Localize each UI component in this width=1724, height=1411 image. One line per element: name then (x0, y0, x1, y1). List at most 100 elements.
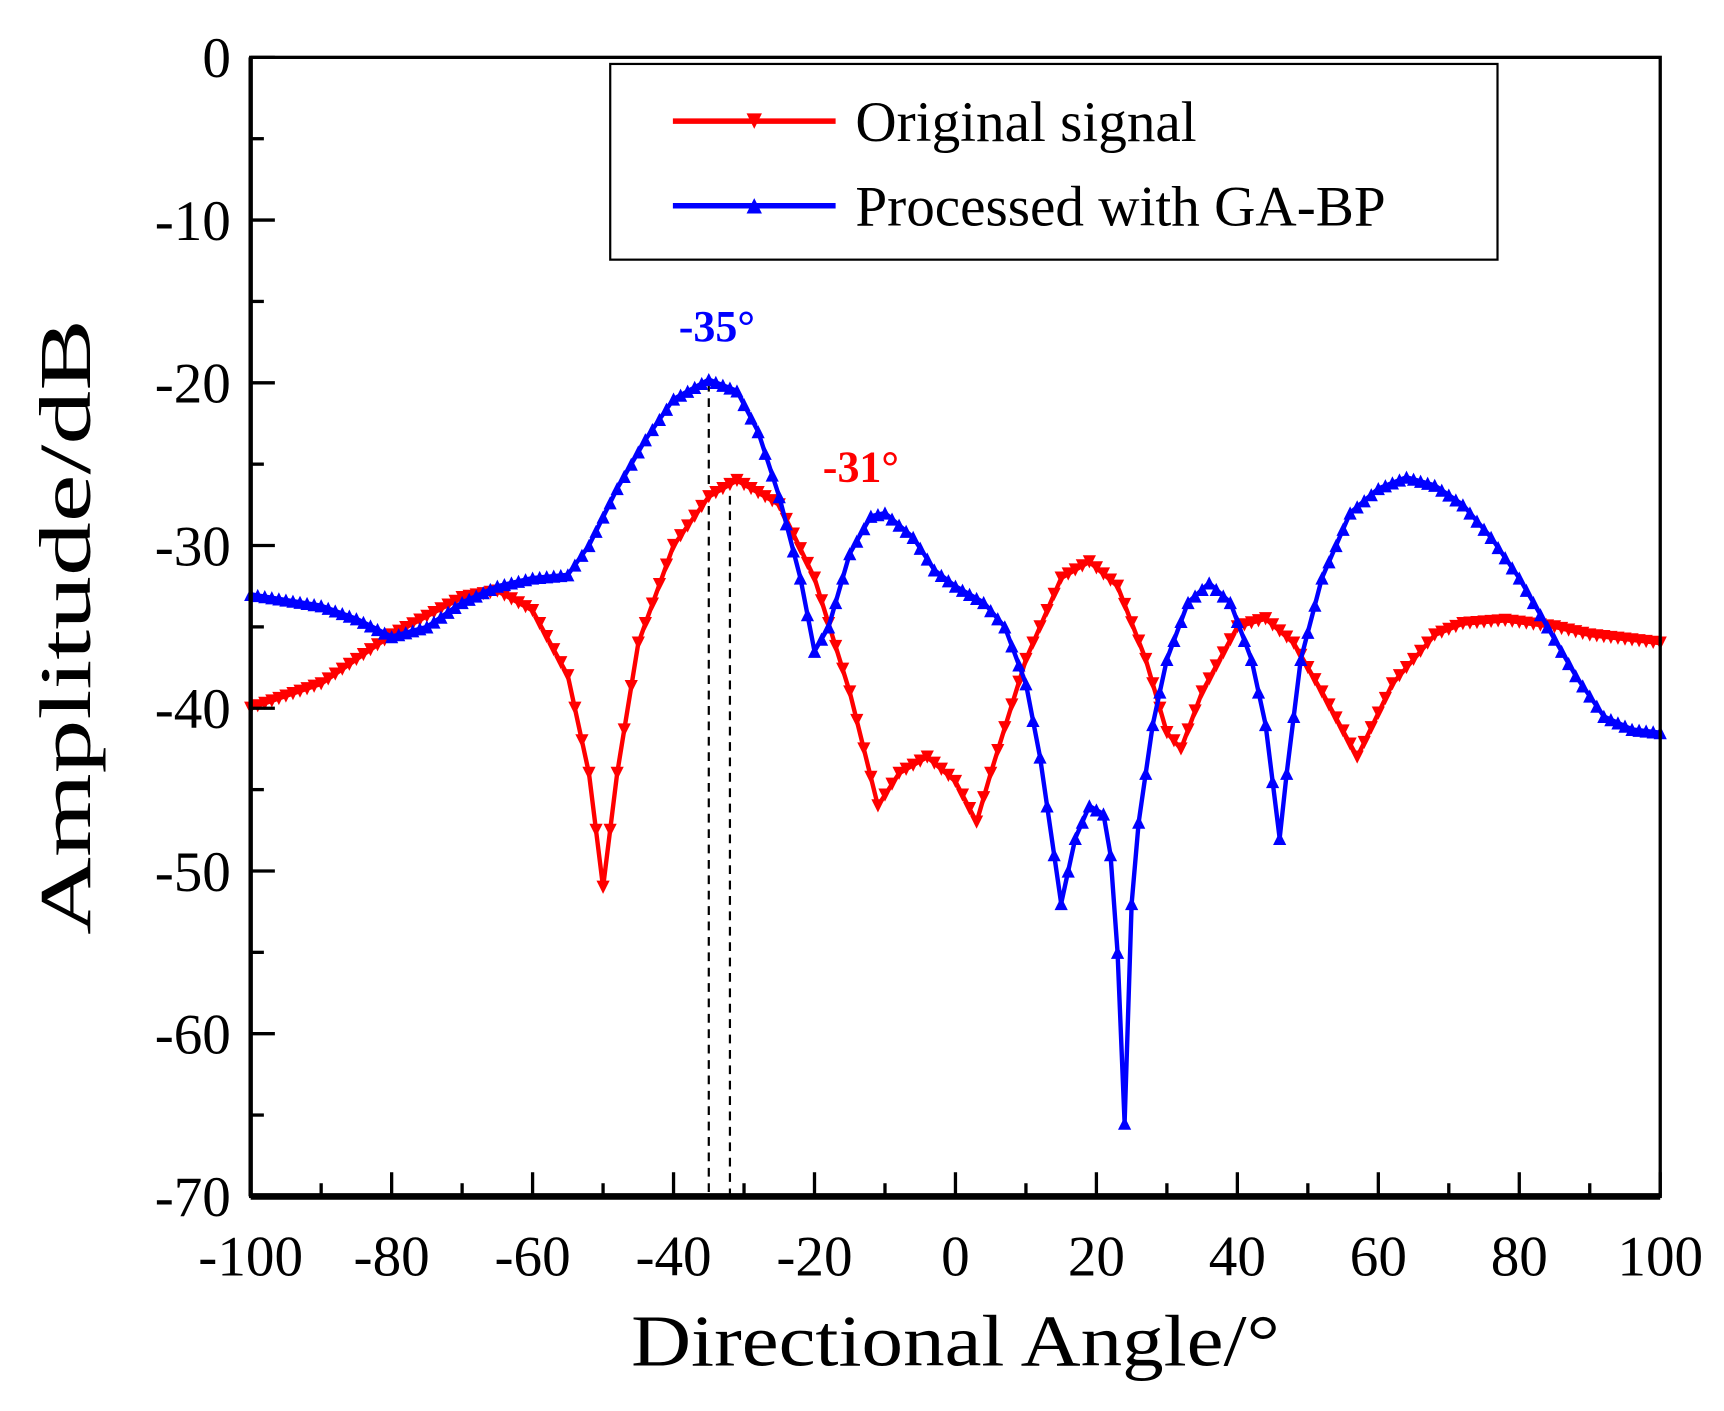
data-point (1047, 587, 1061, 601)
data-point (300, 682, 314, 696)
data-point (370, 638, 385, 652)
data-point (1266, 774, 1280, 789)
data-point (758, 490, 772, 504)
data-point (751, 486, 765, 500)
data-point (1146, 717, 1160, 732)
data-point (1237, 633, 1252, 648)
data-point (744, 481, 758, 496)
series-processed (244, 372, 1667, 1130)
data-point (540, 630, 554, 644)
data-point (871, 799, 885, 813)
data-point (991, 612, 1005, 626)
data-point (1336, 522, 1350, 536)
data-point (1040, 799, 1054, 813)
data-point (1435, 483, 1449, 497)
data-point (652, 412, 667, 427)
x-tick-label: -80 (354, 1226, 430, 1289)
data-point (709, 375, 723, 389)
data-point (730, 384, 744, 398)
data-point (970, 591, 984, 606)
data-point (702, 490, 716, 504)
data-point (1315, 571, 1329, 585)
data-point (1540, 620, 1555, 634)
data-point (1378, 691, 1392, 706)
data-point (434, 602, 448, 616)
data-point (1547, 632, 1562, 646)
data-point (441, 605, 455, 619)
data-point (673, 388, 688, 402)
data-point (1421, 636, 1435, 650)
data-point (927, 563, 941, 577)
data-point (786, 544, 800, 558)
data-point (1336, 724, 1350, 738)
data-point (1096, 807, 1111, 821)
data-point (638, 433, 652, 447)
data-point (1519, 583, 1533, 597)
series-original (244, 473, 1667, 894)
data-point (1329, 538, 1343, 553)
data-point (681, 384, 695, 398)
data-point (1181, 723, 1195, 737)
data-point (765, 468, 779, 482)
data-point (279, 689, 293, 703)
data-point (363, 643, 378, 657)
data-point (1618, 719, 1632, 733)
data-point (1047, 848, 1061, 862)
x-tick-label: 20 (1068, 1226, 1125, 1289)
data-point (511, 596, 526, 610)
data-point (1125, 616, 1139, 630)
data-point (1216, 589, 1230, 603)
data-point (1611, 716, 1625, 730)
data-point (829, 639, 843, 654)
data-point (1251, 685, 1266, 699)
data-point (998, 620, 1012, 634)
data-point (1463, 506, 1477, 520)
data-point (984, 766, 998, 780)
data-point (913, 754, 927, 768)
data-point (1385, 677, 1400, 691)
data-point (1089, 803, 1104, 817)
data-point (1202, 672, 1216, 686)
data-point (1273, 624, 1287, 638)
data-point (554, 656, 568, 670)
data-point (596, 880, 610, 894)
data-point (1082, 555, 1096, 569)
data-point (899, 762, 913, 776)
data-point (342, 657, 356, 671)
data-point (1202, 576, 1216, 590)
data-point (934, 762, 948, 776)
data-point (829, 595, 843, 610)
data-point (1153, 685, 1167, 699)
data-point (1160, 726, 1174, 740)
data-point (1026, 713, 1040, 728)
data-point (1322, 555, 1336, 569)
x-tick-label: 80 (1491, 1226, 1548, 1289)
data-point (582, 538, 596, 553)
x-tick-label: -100 (198, 1226, 303, 1289)
data-point (328, 604, 342, 618)
data-point (1435, 625, 1449, 639)
data-point (955, 788, 970, 802)
data-point (1258, 612, 1273, 626)
data-point (850, 713, 864, 728)
data-point (1019, 652, 1033, 667)
y-tick-label: -30 (155, 515, 231, 578)
data-point (1139, 766, 1153, 780)
data-point (814, 632, 829, 646)
data-point (800, 608, 815, 622)
data-point (941, 768, 956, 782)
data-point (920, 552, 934, 566)
data-point (314, 677, 328, 691)
data-point (751, 425, 765, 439)
data-point (1012, 658, 1026, 672)
data-point (377, 626, 392, 640)
data-point (1223, 633, 1237, 647)
data-point (547, 643, 561, 657)
data-point (737, 477, 751, 492)
data-point (1139, 652, 1153, 667)
data-point (1054, 896, 1068, 911)
data-point (1449, 619, 1463, 634)
y-tick-label: -60 (155, 1003, 231, 1066)
data-point (688, 380, 702, 394)
